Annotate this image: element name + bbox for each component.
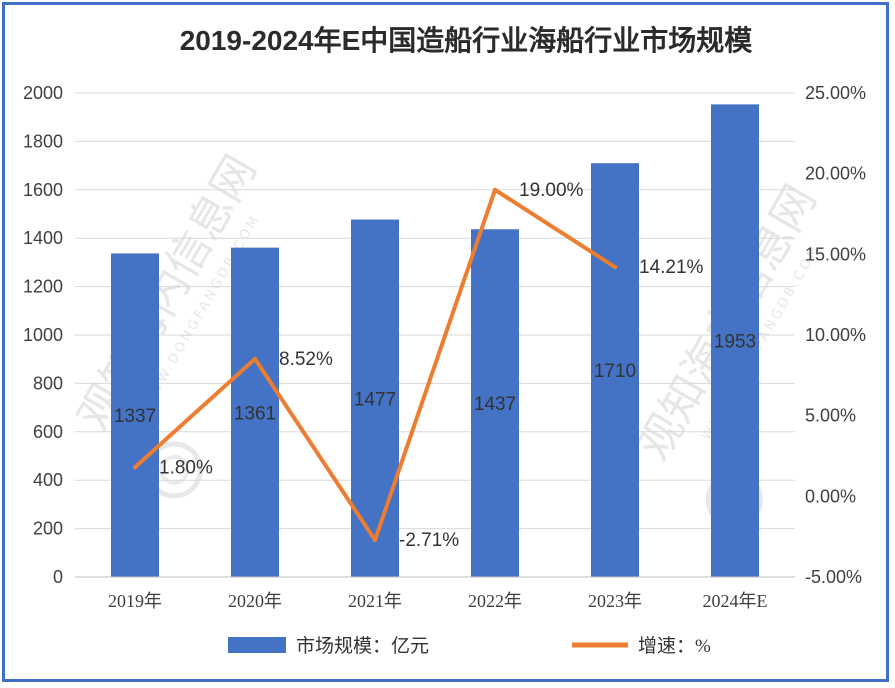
line-value-label: -2.71% [399, 530, 459, 551]
x-tick-label: 2022年 [468, 591, 522, 611]
y-left-tick-label: 600 [33, 422, 63, 442]
bar-value-label: 1710 [594, 361, 636, 382]
gridlines [75, 92, 795, 578]
line-point [133, 465, 137, 470]
y-left-tick-label: 1800 [23, 131, 63, 151]
y-right-tick-label: -5.00% [805, 567, 862, 587]
legend: 市场规模：亿元 增速：% [228, 635, 711, 657]
line-point [253, 356, 257, 361]
line-value-label: 1.80% [159, 457, 213, 478]
x-tick-label: 2019年 [108, 591, 162, 611]
y-left-tick-label: 200 [33, 519, 63, 539]
line-value-label: 14.21% [639, 257, 704, 278]
y-left-tick-label: 1400 [23, 228, 63, 248]
y-right-tick-label: 5.00% [805, 406, 856, 426]
y-left-tick-label: 2000 [23, 83, 63, 103]
bar [591, 163, 639, 577]
y-right-tick-label: 10.00% [805, 325, 866, 345]
bar-value-label: 1477 [354, 389, 396, 410]
chart-title: 2019-2024年E中国造船行业海船行业市场规模 [180, 24, 754, 56]
bar-value-label: 1361 [234, 403, 276, 424]
y-right-tick-label: 15.00% [805, 244, 866, 264]
bar [231, 247, 279, 577]
x-tick-label: 2021年 [348, 591, 402, 611]
bar [711, 104, 759, 578]
bar-value-label: 1953 [714, 332, 756, 353]
y-left-tick-label: 1600 [23, 180, 63, 200]
y-right-tick-label: 25.00% [805, 83, 866, 103]
bar-series [111, 104, 759, 578]
line-point [373, 538, 377, 543]
line-value-label: 19.00% [519, 180, 584, 201]
x-tick-label: 2024年E [703, 591, 768, 611]
bar-value-label: 1437 [474, 394, 516, 415]
y-right-tick-label: 20.00% [805, 164, 866, 184]
y-left-tick-label: 1000 [23, 325, 63, 345]
line-point [493, 187, 497, 192]
legend-label-bar: 市场规模：亿元 [296, 635, 429, 657]
line-point [613, 265, 617, 270]
bar [111, 253, 159, 578]
y-left-tick-label: 1200 [23, 277, 63, 297]
bar [471, 229, 519, 577]
axes: 0 200 400 600 800 1000 1200 1400 1600 1800 2000 -5.… [23, 83, 866, 611]
y-left-tick-label: 800 [33, 373, 63, 393]
watermark-logo-inner [159, 454, 190, 485]
line-value-label: 8.52% [279, 349, 333, 370]
data-labels: 1337 1361 1477 1437 1710 1953 1.80% 8.52% -2.71%… [114, 180, 756, 551]
y-right-tick-label: 0.00% [805, 486, 856, 506]
y-left-tick-label: 0 [53, 567, 63, 587]
legend-swatch-bar [228, 637, 286, 653]
line-series [133, 187, 617, 543]
y-left-tick-label: 400 [33, 470, 63, 490]
x-tick-label: 2020年 [228, 591, 282, 611]
legend-label-line: 增速：% [638, 635, 711, 657]
x-tick-label: 2023年 [588, 591, 642, 611]
bar-value-label: 1337 [114, 406, 156, 427]
